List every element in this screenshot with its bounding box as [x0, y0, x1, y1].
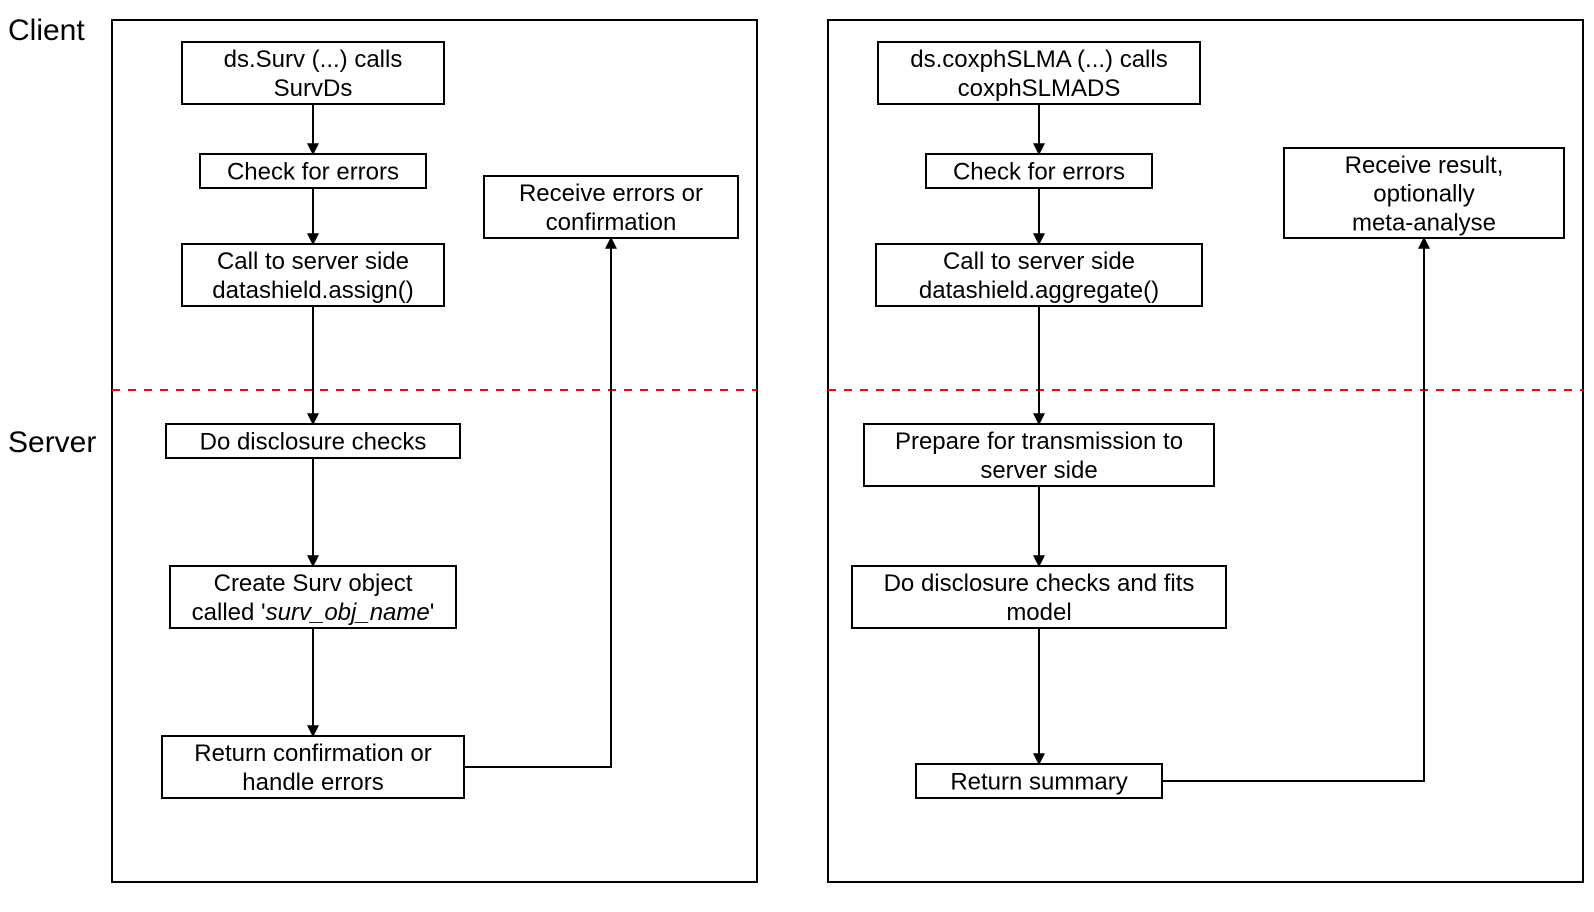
flow-elbow-arrow [464, 238, 611, 767]
flow-box-text: handle errors [242, 769, 383, 796]
flow-box-text: called 'surv_obj_name' [192, 599, 435, 626]
flow-box-text: optionally [1373, 181, 1474, 208]
flow-box-text: Check for errors [953, 159, 1125, 186]
flow-box-text: meta-analyse [1352, 209, 1496, 236]
flow-box-text: Prepare for transmission to [895, 428, 1183, 455]
flow-box-text: datashield.aggregate() [919, 277, 1159, 304]
flow-box-text: Do disclosure checks [200, 429, 427, 456]
flow-box-text: Do disclosure checks and fits [884, 570, 1195, 597]
flow-box-text: server side [980, 457, 1097, 484]
flow-box-text: Check for errors [227, 159, 399, 186]
flowchart-canvas: Client Server ds.Surv (...) callsSurvDs Che… [0, 0, 1594, 907]
flow-box-text: ds.Surv (...) calls [224, 46, 403, 73]
flow-elbow-arrow [1162, 238, 1424, 781]
flow-box-text: datashield.assign() [212, 277, 413, 304]
flow-box-text: Return summary [950, 769, 1127, 796]
flow-box-text: Call to server side [217, 248, 409, 275]
flow-box-text: ds.coxphSLMA (...) calls [910, 46, 1167, 73]
flow-box-text: Receive result, [1345, 152, 1504, 179]
flow-box-text: Return confirmation or [194, 740, 431, 767]
client-label: Client [8, 14, 85, 47]
server-label: Server [8, 426, 96, 459]
flow-box-text: Receive errors or [519, 180, 703, 207]
flow-box-text: model [1006, 599, 1071, 626]
flow-box-text: Create Surv object [214, 570, 413, 597]
flow-box-text: SurvDs [274, 75, 353, 102]
flow-box-text: confirmation [546, 209, 677, 236]
flow-box-text: Call to server side [943, 248, 1135, 275]
flow-box-text: coxphSLMADS [958, 75, 1121, 102]
